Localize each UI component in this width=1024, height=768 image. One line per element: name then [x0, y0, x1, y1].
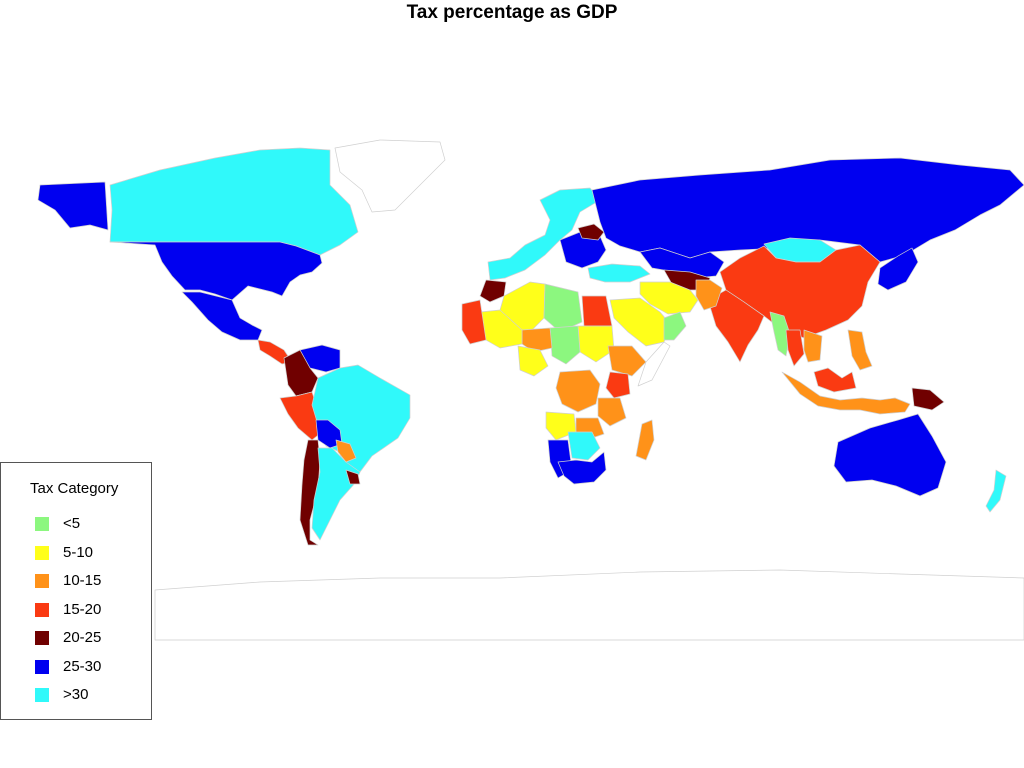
region-libya	[543, 283, 583, 333]
legend-swatch	[35, 631, 49, 645]
region-morocco	[479, 279, 507, 303]
region-somalia	[637, 341, 671, 387]
region-vietnam	[803, 329, 823, 363]
region-australia	[833, 413, 947, 497]
legend-swatch	[35, 517, 49, 531]
region-egypt	[581, 295, 613, 327]
region-tanzania	[597, 397, 627, 427]
region-kazakhstan	[639, 247, 725, 279]
legend-swatch	[35, 688, 49, 702]
region-turkey	[587, 263, 651, 283]
region-belarus	[577, 223, 605, 241]
region-madagascar	[635, 419, 655, 461]
region-canada	[109, 147, 359, 256]
region-india	[707, 289, 765, 363]
legend-label: 10-15	[63, 572, 102, 589]
region-colombia	[283, 349, 319, 397]
region-indonesia	[781, 371, 911, 415]
region-mexico	[181, 291, 263, 341]
region-japan	[877, 247, 919, 291]
region-kenya	[605, 371, 631, 399]
region-nigeria	[517, 345, 549, 377]
legend-label: <5	[63, 515, 81, 532]
region-oman	[663, 311, 687, 341]
legend-swatch	[35, 545, 49, 560]
region-malaysia	[813, 367, 857, 393]
region-paraguay	[335, 439, 357, 463]
region-ethiopia	[607, 345, 647, 377]
legend-label: 20-25	[63, 629, 102, 646]
region-united-states	[37, 181, 323, 301]
map-title: Tax percentage as GDP	[406, 2, 618, 23]
region-iran	[639, 281, 699, 315]
region-uruguay	[345, 469, 361, 485]
legend-swatch	[35, 574, 49, 588]
region-botswana	[567, 431, 601, 461]
region-new-zealand	[985, 469, 1007, 513]
region-pakistan	[695, 279, 723, 311]
region-papua-new-guinea	[911, 387, 945, 411]
legend-swatch	[35, 602, 49, 617]
region-mauritania	[461, 299, 487, 345]
region-myanmar	[769, 311, 791, 357]
region-sudan	[577, 325, 615, 363]
region-greenland	[334, 139, 446, 213]
region-chad	[549, 325, 581, 365]
legend-swatch	[35, 659, 49, 674]
legend-label: 25-30	[63, 657, 102, 675]
region-antarctica	[154, 569, 1024, 641]
legend: Tax Category <5 5-10 10-15 15-20 20-25 25-30 >…	[0, 462, 152, 720]
legend-label: >30	[63, 686, 89, 703]
legend-label: 15-20	[63, 600, 102, 618]
region-south-africa	[557, 451, 607, 485]
legend-label: 5-10	[63, 543, 94, 561]
region-thailand	[785, 329, 805, 367]
legend-title: Tax Category	[30, 480, 119, 497]
region-dr-congo	[555, 369, 601, 413]
region-philippines	[847, 329, 873, 371]
